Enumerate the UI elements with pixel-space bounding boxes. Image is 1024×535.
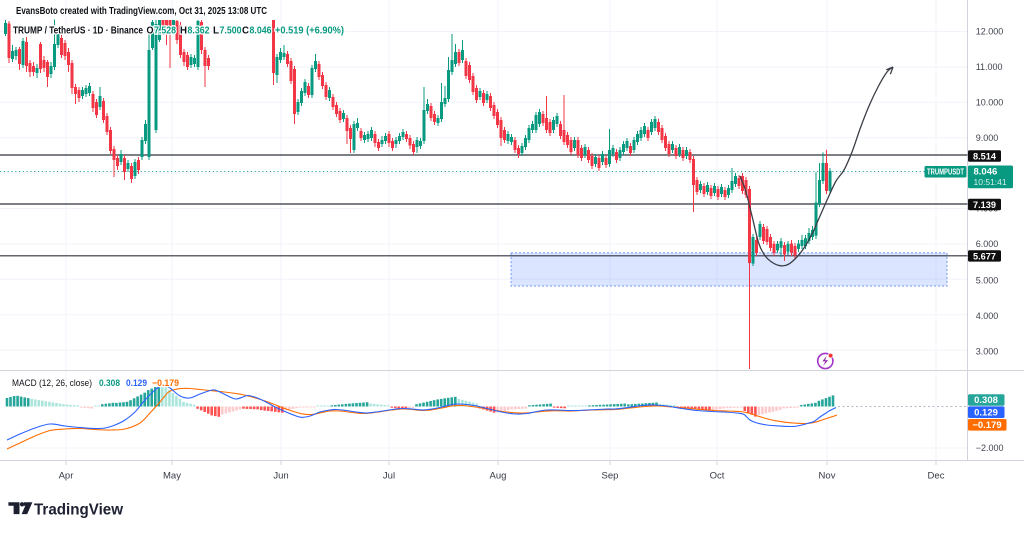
- svg-text:10.000: 10.000: [976, 98, 1004, 108]
- svg-text:10:51:41: 10:51:41: [974, 177, 1007, 187]
- svg-text:6.000: 6.000: [976, 239, 999, 249]
- svg-text:TRUMP / TetherUS · 1D · Binanc: TRUMP / TetherUS · 1D · Binance: [13, 26, 143, 37]
- svg-text:Dec: Dec: [928, 471, 945, 482]
- svg-text:+0.519 (+6.90%): +0.519 (+6.90%): [275, 26, 344, 37]
- svg-text:C: C: [242, 26, 249, 37]
- svg-text:TRUMPUSDT: TRUMPUSDT: [927, 168, 964, 177]
- svg-text:−2.000: −2.000: [976, 443, 1004, 453]
- svg-text:11.000: 11.000: [976, 62, 1003, 72]
- svg-text:Sep: Sep: [602, 471, 619, 482]
- svg-text:0.129: 0.129: [974, 407, 998, 418]
- svg-text:7.139: 7.139: [973, 200, 996, 211]
- svg-text:0.129: 0.129: [126, 378, 147, 389]
- svg-text:TradingView: TradingView: [34, 501, 124, 518]
- svg-text:0.308: 0.308: [974, 395, 998, 406]
- svg-text:5.000: 5.000: [976, 276, 999, 286]
- svg-text:Aug: Aug: [490, 471, 507, 482]
- svg-text:L: L: [213, 26, 219, 37]
- svg-text:8.514: 8.514: [973, 151, 997, 162]
- svg-text:8.362: 8.362: [188, 26, 210, 37]
- svg-text:May: May: [163, 471, 181, 482]
- svg-text:O: O: [147, 26, 154, 37]
- svg-text:MACD (12, 26, close): MACD (12, 26, close): [12, 378, 92, 389]
- svg-text:Nov: Nov: [819, 471, 836, 482]
- svg-text:Apr: Apr: [59, 471, 74, 482]
- svg-text:3.000: 3.000: [976, 347, 999, 357]
- svg-text:EvansBoto created with Trading: EvansBoto created with TradingView.com, …: [16, 6, 267, 17]
- svg-text:8.046: 8.046: [974, 167, 998, 178]
- svg-text:−0.179: −0.179: [152, 378, 179, 389]
- svg-text:Jun: Jun: [273, 471, 288, 482]
- svg-text:9.000: 9.000: [976, 133, 999, 143]
- svg-text:4.000: 4.000: [976, 311, 999, 321]
- svg-text:H: H: [180, 26, 187, 37]
- svg-text:12.000: 12.000: [976, 27, 1004, 37]
- svg-text:7.528: 7.528: [154, 26, 176, 37]
- svg-text:Jul: Jul: [383, 471, 395, 482]
- svg-text:8.046: 8.046: [250, 26, 272, 37]
- svg-text:5.677: 5.677: [973, 251, 996, 262]
- svg-text:−0.179: −0.179: [972, 420, 1001, 431]
- svg-text:Oct: Oct: [710, 471, 725, 482]
- svg-text:0.308: 0.308: [99, 378, 120, 389]
- svg-text:7.500: 7.500: [220, 26, 242, 37]
